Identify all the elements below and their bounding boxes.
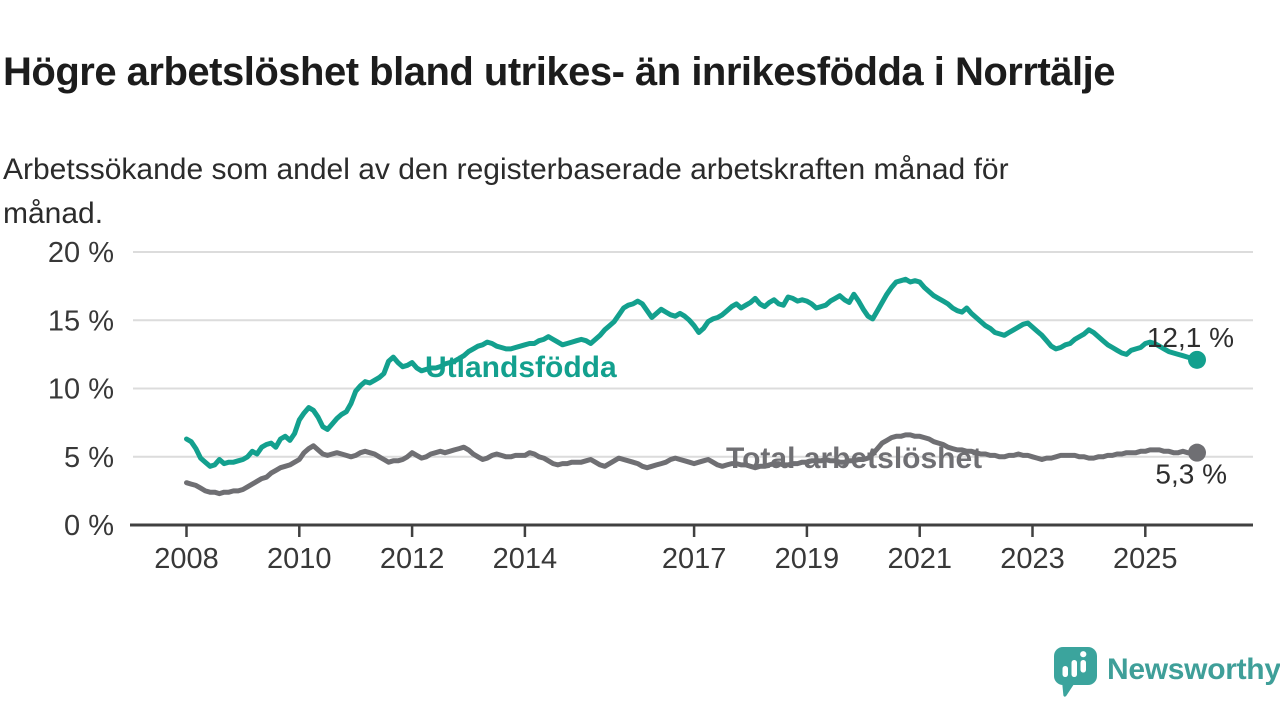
x-axis-label: 2025 (1113, 543, 1178, 575)
series-end-dot-total (1188, 443, 1206, 462)
x-axis-label: 2008 (154, 543, 219, 575)
subtitle-line-1: Arbetssökande som andel av den registerb… (3, 153, 1009, 186)
y-axis-label: 10 % (48, 374, 114, 406)
x-axis-label: 2014 (493, 543, 558, 575)
x-axis-label: 2019 (775, 543, 840, 575)
series-label-utlandsfodda: Utlandsfödda (425, 351, 617, 384)
newsworthy-wordmark: Newsworthy (1107, 653, 1280, 686)
page-subtitle: Arbetssökande som andel av den registerb… (3, 148, 1223, 236)
series-label-total: Total arbetslöshet (726, 442, 982, 475)
page-title: Högre arbetslöshet bland utrikes- än inr… (3, 49, 1115, 94)
end-value-annotation-total: 5,3 % (1155, 459, 1227, 490)
series-line-utlandsfodda (184, 276, 1200, 469)
x-axis-label: 2010 (267, 543, 332, 575)
y-axis-label: 20 % (48, 237, 114, 269)
series-line-total (184, 432, 1200, 497)
y-axis-label: 5 % (64, 442, 114, 474)
series-end-dot-utlandsfodda (1188, 350, 1206, 369)
x-axis-label: 2012 (380, 543, 445, 575)
end-value-annotation-utlandsfodda: 12,1 % (1147, 322, 1234, 353)
x-axis-label: 2021 (887, 543, 952, 575)
newsworthy-logo-icon (1054, 647, 1097, 697)
x-axis-label: 2023 (1000, 543, 1065, 575)
y-axis-label: 0 % (64, 510, 114, 542)
newsworthy-branding: Newsworthy (1053, 645, 1280, 701)
y-axis-label: 15 % (48, 305, 114, 337)
subtitle-line-2: månad. (3, 197, 104, 230)
x-axis-label: 2017 (662, 543, 727, 575)
